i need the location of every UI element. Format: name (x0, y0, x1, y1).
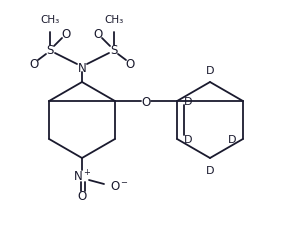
Text: CH₃: CH₃ (40, 15, 60, 25)
Text: D: D (184, 134, 193, 144)
Text: O: O (61, 28, 71, 41)
Text: D: D (184, 96, 193, 106)
Text: D: D (228, 134, 236, 144)
Text: N$^+$: N$^+$ (73, 169, 91, 184)
Text: O: O (77, 190, 87, 203)
Text: O: O (141, 95, 151, 108)
Text: D: D (206, 66, 214, 76)
Text: O: O (29, 58, 39, 71)
Text: D: D (206, 165, 214, 175)
Text: O: O (93, 28, 103, 41)
Text: N: N (78, 62, 86, 75)
Text: O$^-$: O$^-$ (110, 180, 129, 193)
Text: CH₃: CH₃ (104, 15, 124, 25)
Text: S: S (46, 44, 54, 57)
Text: S: S (110, 44, 118, 57)
Text: O: O (125, 58, 134, 71)
